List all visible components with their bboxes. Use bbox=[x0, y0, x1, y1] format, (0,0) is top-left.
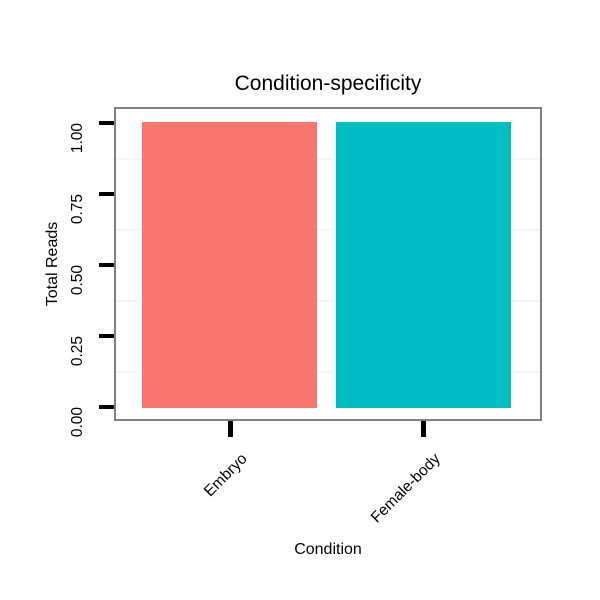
y-tick-mark bbox=[99, 192, 114, 196]
minor-gridline bbox=[116, 228, 540, 231]
x-axis-title: Condition bbox=[294, 541, 362, 558]
y-tick-label-text: 0.25 bbox=[69, 336, 86, 367]
y-tick-label-text: 0.50 bbox=[69, 265, 86, 296]
minor-gridline bbox=[116, 299, 540, 302]
y-tick-label-text: 1.00 bbox=[69, 123, 86, 154]
plot-panel bbox=[114, 107, 542, 421]
y-tick-mark bbox=[99, 263, 114, 267]
x-tick-label-text: Female-body bbox=[367, 450, 444, 527]
y-tick-mark bbox=[99, 405, 114, 409]
bar-female-body bbox=[335, 122, 511, 408]
x-tick-mark bbox=[421, 421, 426, 437]
bar-embryo bbox=[142, 122, 317, 408]
y-tick-label-text: 0.00 bbox=[69, 407, 86, 438]
y-axis-title-text: Total Reads bbox=[44, 221, 61, 307]
y-tick-label-text: 0.75 bbox=[69, 194, 86, 225]
minor-gridline bbox=[116, 370, 540, 373]
y-tick-mark bbox=[99, 121, 114, 125]
y-tick-mark bbox=[99, 334, 114, 338]
x-tick-mark bbox=[228, 421, 233, 437]
chart-title: Condition-specificity bbox=[234, 72, 422, 95]
minor-gridline bbox=[116, 157, 540, 160]
x-tick-label-text: Embryo bbox=[200, 450, 251, 501]
